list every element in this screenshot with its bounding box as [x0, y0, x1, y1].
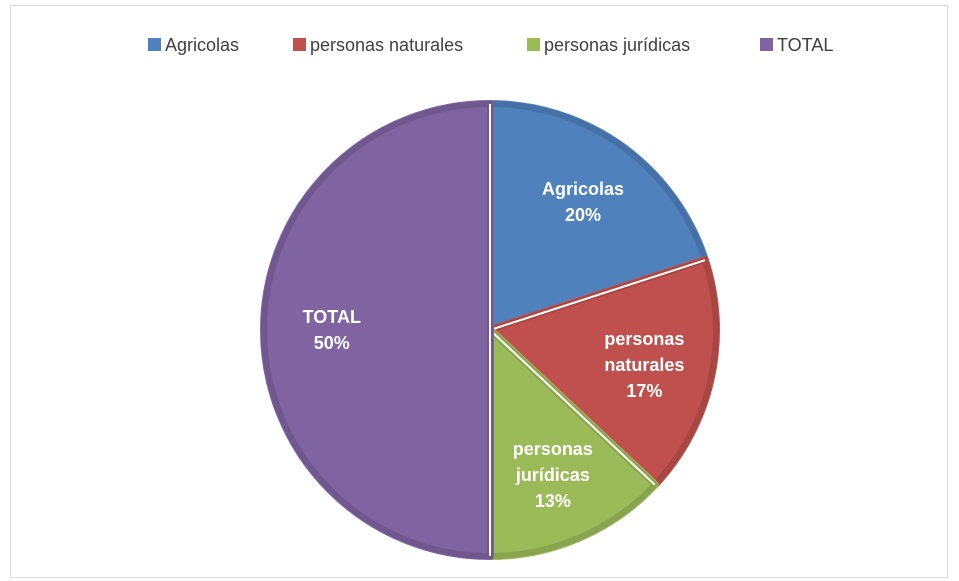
legend-label: Agricolas: [165, 35, 239, 55]
pie-slice-edge: [487, 323, 659, 560]
slice-label-value: 17%: [626, 380, 663, 401]
slice-label-name: Agricolas: [541, 179, 624, 199]
slice-label-value: 50%: [313, 333, 350, 353]
legend-label: TOTAL: [777, 35, 833, 55]
slice-label-value: 13%: [534, 491, 571, 512]
pie-slice-edge: [484, 256, 719, 489]
pie-slice-edge: [487, 100, 709, 335]
slice-label-name: personas naturales: [604, 328, 685, 375]
legend-label: personas jurídicas: [544, 35, 690, 55]
pie-slice: [486, 326, 659, 560]
pie-slice-edge: [261, 100, 493, 560]
slice-label-name: TOTAL: [302, 307, 361, 327]
pie-slice: [486, 256, 720, 489]
slice-label-name: personas jurídicas: [512, 439, 593, 486]
slice-label: personas jurídicas 13%: [493, 436, 613, 514]
pie-slice: [260, 100, 494, 560]
slice-label: TOTAL 50%: [272, 304, 392, 356]
slice-label-value: 20%: [564, 205, 601, 225]
slice-label: personas naturales 17%: [584, 326, 704, 404]
legend-swatch: [148, 38, 161, 51]
legend-label: personas naturales: [310, 35, 463, 55]
legend-swatch: [527, 38, 540, 51]
slice-label: Agricolas 20%: [523, 176, 643, 228]
legend-swatch: [293, 38, 306, 51]
legend-swatch: [760, 38, 773, 51]
